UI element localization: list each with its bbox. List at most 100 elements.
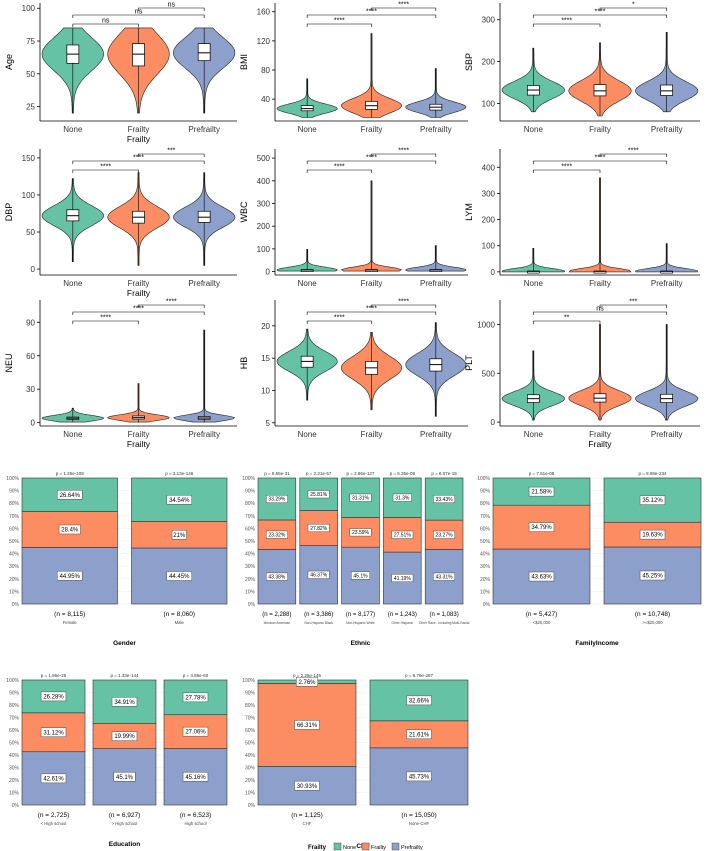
y-tick-label: 70% <box>9 716 20 722</box>
data-label-none: 33.29% <box>266 495 288 503</box>
significance-label: **** <box>398 148 409 155</box>
violin-panel-lym: 0 100 200 300 400 LYM None Frailty Prefrailty ***… <box>464 148 700 288</box>
significance-brackets: **** **** **** <box>306 299 437 324</box>
y-tick-label: 150 <box>22 154 36 163</box>
data-label-box <box>57 490 83 500</box>
data-label-text: 23.32% <box>268 532 286 538</box>
significance-bracket <box>306 160 437 164</box>
data-label-prefrailty: 44.95% <box>57 570 83 581</box>
x-tick-label: <$20,000 <box>533 620 551 625</box>
y-axis-label: Age <box>4 54 14 70</box>
data-label-box <box>391 530 414 539</box>
data-label-box <box>406 729 432 740</box>
violin-panel-dbp: 0 50 100 150 DBP None Frailty Prefrailty Frailty… <box>4 148 237 298</box>
data-label-none: 33.43% <box>433 495 455 503</box>
data-label-box <box>113 772 136 782</box>
x-axis-title: FamilyIncome <box>575 640 619 647</box>
y-tick-label: 100% <box>242 678 255 684</box>
data-label-box <box>639 529 666 540</box>
data-label-box <box>166 495 192 505</box>
x-tick-label: Prefrailty <box>188 125 220 134</box>
data-label-none: 32.66% <box>406 695 432 706</box>
y-tick-label: 10% <box>480 589 491 595</box>
data-label-box <box>307 570 330 579</box>
legend-item-none: None <box>343 845 356 851</box>
significance-label: ns <box>596 306 604 313</box>
data-label-text: 66.31% <box>297 723 318 729</box>
data-label-frailty: 34.79% <box>528 522 555 532</box>
y-tick-label: 80% <box>245 703 256 709</box>
n-count-label: (n = 8,060) <box>163 611 195 618</box>
x-tick-label: None <box>63 430 83 439</box>
significance-label: ns <box>102 18 110 25</box>
y-tick-label: 5 <box>266 419 271 428</box>
x-tick-label: None <box>63 279 83 288</box>
y-tick-label: 70% <box>480 514 491 520</box>
significance-bracket <box>138 153 205 157</box>
violin-panel-plt: 0 500 1000 PLT None Frailty Prefrailty Frailty *… <box>464 299 700 449</box>
n-count-label: (n = 5,427) <box>526 611 558 618</box>
n-count-label: (n = 1,243) <box>388 612 417 618</box>
x-tick-label: Prefrailty <box>188 279 220 288</box>
p-value-label: p = 2.25e-145 <box>293 673 321 678</box>
data-label-text: 45.16% <box>185 775 206 781</box>
data-label-text: 30.93% <box>297 784 318 790</box>
n-count-label: (n = 2,288) <box>262 612 291 618</box>
data-label-text: 41.19% <box>394 576 412 582</box>
significance-brackets: ** ns *** <box>533 299 667 324</box>
y-tick-label: 10% <box>245 589 256 595</box>
data-label-prefrailty: 43.31% <box>433 572 455 581</box>
y-tick-label: 80% <box>480 501 491 507</box>
data-label-text: 45.73% <box>409 775 430 781</box>
significance-label: **** <box>398 2 409 9</box>
data-label-text: 21.58% <box>531 490 552 496</box>
data-label-none: 35.12% <box>639 495 666 505</box>
x-tick-label: >=$20,000 <box>642 620 663 625</box>
y-tick-label: 30% <box>245 766 256 772</box>
data-label-text: 26.28% <box>43 695 64 701</box>
significance-label: **** <box>561 18 572 25</box>
data-label-text: 28.4% <box>61 528 79 534</box>
y-tick-label: 0 <box>266 268 271 277</box>
data-label-box <box>40 773 67 784</box>
x-axis-title: Ethnic <box>351 640 371 647</box>
significance-bracket <box>533 320 601 324</box>
data-label-box <box>294 780 320 791</box>
y-tick-label: 300 <box>482 16 496 25</box>
data-label-box <box>111 697 138 707</box>
x-tick-label: Non-Hispanic White <box>346 621 375 625</box>
significance-label: **** <box>366 155 377 162</box>
significance-brackets: **** **** **** <box>306 2 437 27</box>
significance-bracket <box>306 320 372 324</box>
legend-swatch-none <box>333 842 342 851</box>
y-tick-label: 0% <box>12 602 20 608</box>
data-label-text: 23.59% <box>352 530 370 536</box>
p-value-label: p = 1.33e-144 <box>111 673 139 678</box>
y-tick-label: 60 <box>26 352 35 361</box>
data-label-frailty: 28.4% <box>58 524 81 535</box>
data-label-text: 34.91% <box>114 700 135 706</box>
n-count-label: (n = 8,177) <box>346 612 375 618</box>
x-tick-label: Other Race - Including Multi-Racial <box>419 621 470 625</box>
data-label-box <box>111 731 138 741</box>
data-label-text: 34.54% <box>169 498 190 504</box>
violin-panel-wbc: 0 100 200 300 400 500 WBC None Frailty Prefrailty… <box>239 148 468 288</box>
y-tick-label: 15 <box>261 354 270 363</box>
y-axis-label: LYM <box>464 203 474 221</box>
data-label-frailty: 27.06% <box>182 726 209 737</box>
data-label-none: 25.81% <box>307 490 330 499</box>
n-count-label: (n = 6,523) <box>180 812 212 819</box>
data-label-text: 27.78% <box>185 695 206 701</box>
y-axis-label: HB <box>239 357 249 370</box>
y-tick-label: 160 <box>257 8 271 17</box>
y-tick-label: 20% <box>480 577 491 583</box>
y-axis-label: WBC <box>239 201 249 222</box>
y-tick-label: 400 <box>257 177 271 186</box>
y-tick-label: 0% <box>248 602 256 608</box>
data-label-frailty: 66.31% <box>294 720 320 730</box>
y-tick-label: 60% <box>9 728 20 734</box>
data-label-prefrailty: 44.45% <box>166 571 192 581</box>
data-label-none: 27.78% <box>182 692 209 703</box>
significance-label: **** <box>100 164 111 171</box>
